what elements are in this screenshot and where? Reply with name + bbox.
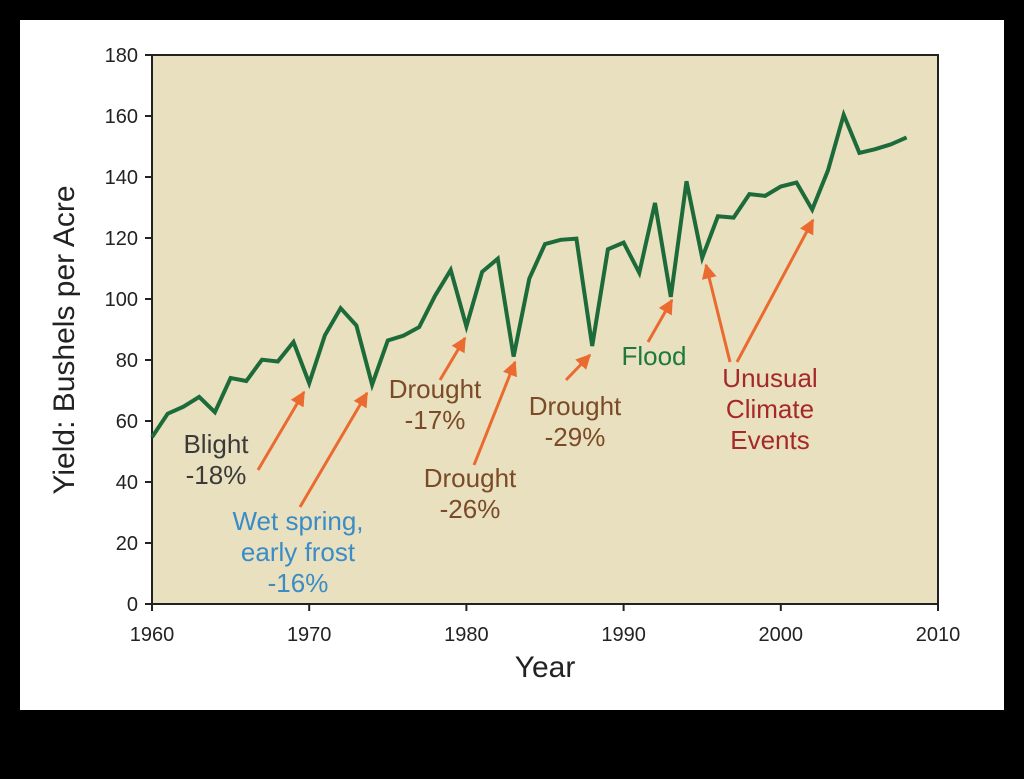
y-tick-label: 100: [105, 289, 138, 311]
annotation-label: -18%: [186, 460, 247, 490]
annotation-arrow: [564, 353, 592, 382]
y-axis-label: Yield: Bushels per Acre: [48, 185, 81, 494]
x-tick-label: 1980: [444, 624, 489, 646]
y-tick-label: 120: [105, 228, 138, 250]
x-tick-label: 1970: [287, 624, 332, 646]
annotation-arrow: [735, 218, 815, 363]
x-tick-label: 1960: [130, 624, 175, 646]
annotation-label: early frost: [241, 537, 356, 567]
y-tick-label: 0: [127, 594, 138, 616]
y-tick-label: 20: [116, 533, 138, 555]
annotation-label: Drought: [389, 374, 482, 404]
y-tick-label: 180: [105, 45, 138, 67]
annotation-arrow: [438, 336, 467, 381]
annotation-arrow: [646, 298, 674, 343]
annotation-arrow: [256, 390, 306, 471]
plot-area: [151, 54, 939, 605]
annotation-label: -26%: [440, 494, 501, 524]
y-tick-label: 80: [116, 350, 138, 372]
y-tick-label: 160: [105, 106, 138, 128]
annotation-label: Climate: [726, 394, 814, 424]
annotation-label: Blight: [183, 429, 249, 459]
annotation-label: Drought: [424, 463, 517, 493]
annotation-arrow: [701, 263, 732, 363]
y-tick-label: 60: [116, 411, 138, 433]
x-tick-label: 2010: [916, 624, 961, 646]
annotation-label: Flood: [621, 341, 686, 371]
annotation-label: -29%: [545, 422, 606, 452]
y-tick-label: 40: [116, 472, 138, 494]
x-tick-label: 1990: [601, 624, 646, 646]
annotation-label: -17%: [405, 405, 466, 435]
x-axis-label: Year: [515, 651, 576, 684]
annotation-arrow: [472, 360, 517, 466]
annotation-label: -16%: [268, 568, 329, 598]
annotation-label: Drought: [529, 391, 622, 421]
annotation-label: Wet spring,: [232, 506, 363, 536]
annotation-label: Unusual: [722, 363, 817, 393]
x-tick-label: 2000: [759, 624, 804, 646]
annotation-arrow: [298, 391, 369, 508]
annotation-label: Events: [730, 425, 810, 455]
y-tick-label: 140: [105, 167, 138, 189]
